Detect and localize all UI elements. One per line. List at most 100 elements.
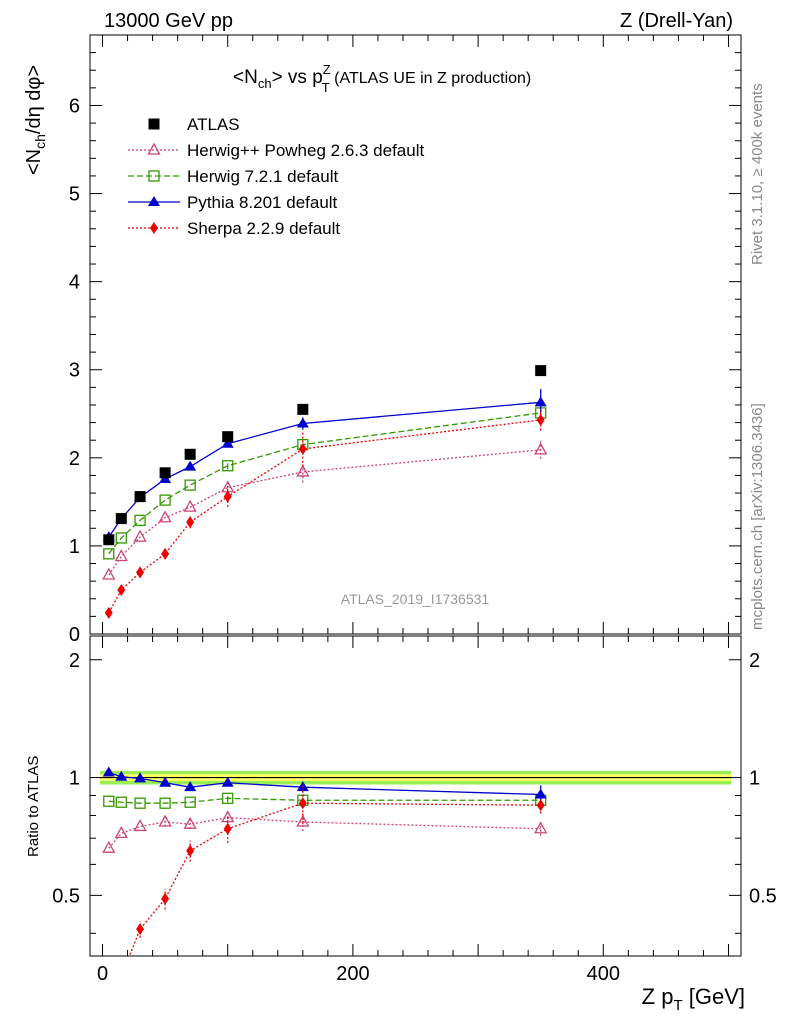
ratio-point-herwig-powheg-2-6-3-default — [158, 814, 172, 827]
ratio-point-herwig-powheg-2-6-3-default — [114, 826, 128, 839]
point-herwig-powheg-2-6-3-default — [114, 549, 128, 562]
point-sherpa-2-2-9-default — [136, 566, 145, 579]
ratio-point-pythia-8-201-default — [115, 770, 128, 781]
main-series-group — [102, 365, 548, 619]
series-sherpa-2-2-9-default — [104, 409, 545, 619]
ratio-series-herwig-powheg-2-6-3-default — [102, 810, 548, 853]
ratio-panel: 0 200 400 0.5 0.5 1 1 2 2 — [52, 635, 777, 985]
point-sherpa-2-2-9-default — [161, 547, 170, 560]
ratio-point-pythia-8-201-default — [184, 781, 197, 792]
ratio-point-sherpa-2-2-9-default — [136, 923, 145, 936]
ratio-line-sherpa-2-2-9-default — [128, 802, 541, 956]
point-atlas — [103, 534, 115, 546]
legend-label-herwig-powheg-2-6-3-default: Herwig++ Powheg 2.6.3 default — [187, 141, 424, 160]
ratio-point-pythia-8-201-default — [534, 788, 547, 799]
point-herwig-powheg-2-6-3-default — [102, 567, 116, 580]
ratio-point-herwig-7-2-1-default — [184, 796, 196, 808]
ratio-y-axis-label: Ratio to ATLAS — [25, 756, 42, 857]
ratio-ytick-label-right: 0.5 — [749, 885, 777, 907]
point-herwig-7-2-1-default — [103, 548, 115, 560]
ratio-point-sherpa-2-2-9-default — [298, 797, 307, 810]
point-pythia-8-201-default — [221, 437, 234, 448]
ratio-ytick-label: 2 — [69, 650, 80, 672]
ratio-xtick-label: 200 — [336, 963, 369, 985]
ratio-point-herwig-powheg-2-6-3-default — [102, 840, 116, 853]
main-ytick-label: 2 — [69, 448, 80, 470]
legend-marker-herwig-powheg-2-6-3-default — [147, 142, 161, 155]
ratio-point-pythia-8-201-default — [134, 772, 147, 783]
point-atlas — [134, 491, 146, 503]
ratio-point-herwig-powheg-2-6-3-default — [534, 821, 548, 834]
legend-label-atlas: ATLAS — [187, 115, 240, 134]
legend-label-pythia-8-201-default: Pythia 8.201 default — [187, 193, 338, 212]
main-plot-title: <Nch> vs pZ T (ATLAS UE in Z production) — [233, 62, 531, 95]
ratio-point-pythia-8-201-default — [221, 776, 234, 787]
point-atlas — [297, 403, 309, 415]
point-sherpa-2-2-9-default — [186, 516, 195, 529]
point-pythia-8-201-default — [296, 417, 309, 428]
legend-label-sherpa-2-2-9-default: Sherpa 2.2.9 default — [187, 219, 340, 238]
ratio-point-pythia-8-201-default — [102, 766, 115, 777]
ratio-ytick-label: 0.5 — [52, 885, 80, 907]
point-herwig-7-2-1-default — [184, 479, 196, 491]
x-axis-label: Z pT [GeV] — [642, 984, 745, 1014]
legend-marker-herwig-7-2-1-default — [148, 170, 160, 182]
point-herwig-powheg-2-6-3-default — [133, 529, 147, 542]
main-panel: 0 1 2 3 4 5 6 — [69, 34, 742, 646]
series-line-sherpa-2-2-9-default — [108, 419, 541, 614]
legend-entry-pythia-8-201-default: Pythia 8.201 default — [128, 193, 338, 212]
ratio-point-sherpa-2-2-9-default — [117, 971, 125, 983]
ratio-point-sherpa-2-2-9-default — [536, 799, 545, 812]
main-ytick-label: 6 — [69, 95, 80, 117]
main-ytick-label: 0 — [69, 624, 80, 646]
ratio-point-herwig-powheg-2-6-3-default — [133, 819, 147, 832]
point-sherpa-2-2-9-default — [223, 490, 232, 503]
legend-entry-atlas: ATLAS — [148, 115, 240, 134]
ratio-point-pythia-8-201-default — [159, 776, 172, 787]
series-herwig-powheg-2-6-3-default — [102, 441, 548, 580]
ratio-point-pythia-8-201-default — [296, 781, 309, 792]
legend-entry-herwig-powheg-2-6-3-default: Herwig++ Powheg 2.6.3 default — [128, 141, 424, 160]
ratio-series-herwig-7-2-1-default — [103, 792, 547, 809]
legend-marker-sherpa-2-2-9-default — [150, 222, 158, 234]
point-sherpa-2-2-9-default — [117, 583, 126, 596]
point-atlas — [159, 467, 171, 479]
header-collision-label: 13000 GeV pp — [104, 10, 233, 32]
ratio-xtick-label: 400 — [587, 963, 620, 985]
point-herwig-powheg-2-6-3-default — [158, 510, 172, 523]
ratio-ytick-label-right: 1 — [749, 768, 760, 790]
ratio-series-pythia-8-201-default — [102, 766, 547, 805]
series-atlas — [103, 365, 547, 546]
main-ytick-label: 5 — [69, 184, 80, 206]
ratio-point-herwig-7-2-1-default — [115, 796, 127, 808]
point-atlas — [184, 448, 196, 460]
legend-marker-atlas — [148, 118, 160, 130]
main-ytick-label: 4 — [69, 272, 80, 294]
ratio-line-herwig-powheg-2-6-3-default — [108, 816, 541, 849]
rivet-version-label: Rivet 3.1.10, ≥ 400k events — [749, 83, 766, 265]
ratio-line-herwig-7-2-1-default — [108, 797, 541, 804]
ratio-ytick-label: 1 — [69, 768, 80, 790]
ratio-point-herwig-powheg-2-6-3-default — [296, 814, 310, 827]
point-herwig-powheg-2-6-3-default — [534, 442, 548, 455]
point-atlas — [535, 365, 547, 377]
legend: ATLAS Herwig++ Powheg 2.6.3 default Herwig… — [128, 115, 424, 238]
legend-marker-pythia-8-201-default — [148, 196, 160, 206]
point-herwig-7-2-1-default — [115, 532, 127, 544]
point-atlas — [222, 431, 234, 443]
legend-entry-herwig-7-2-1-default: Herwig 7.2.1 default — [128, 167, 338, 186]
header-process-label: Z (Drell-Yan) — [620, 10, 733, 32]
analysis-id-watermark: ATLAS_2019_I1736531 — [341, 591, 490, 607]
point-pythia-8-201-default — [184, 460, 197, 471]
point-sherpa-2-2-9-default — [104, 606, 113, 619]
series-line-herwig-7-2-1-default — [108, 412, 541, 555]
ratio-point-sherpa-2-2-9-default — [161, 892, 170, 905]
point-herwig-7-2-1-default — [134, 514, 146, 527]
point-sherpa-2-2-9-default — [536, 413, 545, 426]
ratio-point-herwig-7-2-1-default — [159, 797, 171, 809]
ratio-point-herwig-7-2-1-default — [134, 797, 146, 809]
legend-label-herwig-7-2-1-default: Herwig 7.2.1 default — [187, 167, 338, 186]
main-ytick-label: 1 — [69, 536, 80, 558]
ratio-point-herwig-7-2-1-default — [222, 792, 234, 804]
